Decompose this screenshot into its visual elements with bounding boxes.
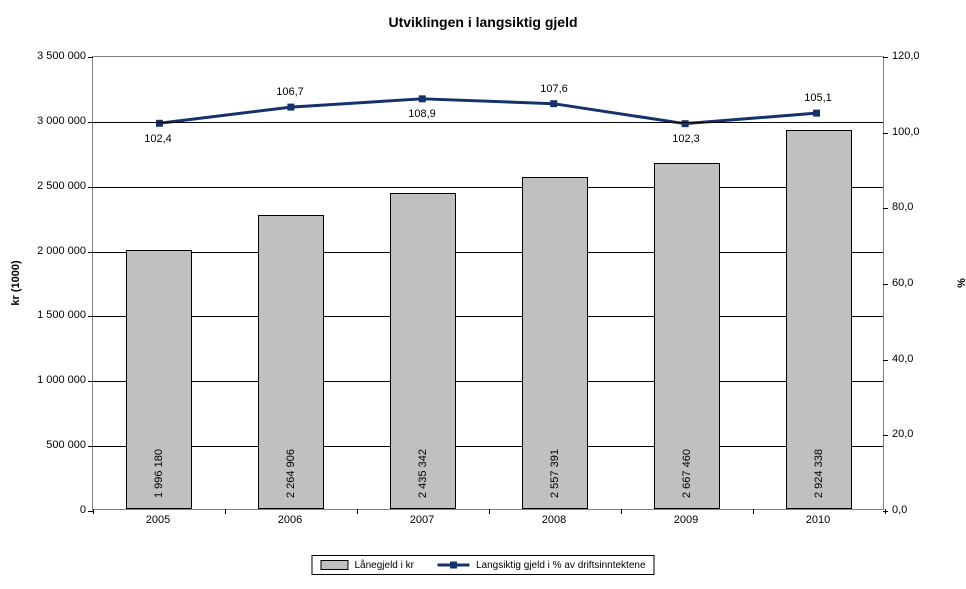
line-marker xyxy=(813,110,820,117)
y-left-tick xyxy=(88,57,93,58)
legend-label-line: Langsiktig gjeld i % av driftsinntektene xyxy=(476,560,646,571)
x-category-label: 2005 xyxy=(146,514,170,526)
x-category-label: 2010 xyxy=(806,514,830,526)
bar: 2 557 391 xyxy=(522,177,588,509)
y-right-tick xyxy=(883,435,888,436)
x-category-label: 2006 xyxy=(278,514,302,526)
bar: 1 996 180 xyxy=(126,250,192,509)
y-left-tick-label: 3 500 000 xyxy=(16,50,86,62)
y-right-tick-label: 40,0 xyxy=(892,353,932,365)
gridline xyxy=(93,446,883,447)
chart-title: Utviklingen i langsiktig gjeld xyxy=(0,14,966,30)
gridline xyxy=(93,316,883,317)
x-category-label: 2008 xyxy=(542,514,566,526)
y-right-tick-label: 100,0 xyxy=(892,126,932,138)
y-left-axis-title: kr (1000) xyxy=(10,260,22,305)
bar-value-label: 2 435 342 xyxy=(417,449,429,498)
chart-container: Utviklingen i langsiktig gjeld 1 996 180… xyxy=(0,0,966,589)
line-value-label: 102,3 xyxy=(672,133,700,145)
y-right-tick xyxy=(883,360,888,361)
y-left-tick-label: 1 000 000 xyxy=(16,374,86,386)
legend: Lånegjeld i kr Langsiktig gjeld i % av d… xyxy=(311,555,654,575)
line-value-label: 108,9 xyxy=(408,108,436,120)
legend-item-bars: Lånegjeld i kr xyxy=(320,560,413,571)
bar-value-label: 2 264 906 xyxy=(285,449,297,498)
x-tick xyxy=(885,509,886,514)
y-left-tick-label: 3 000 000 xyxy=(16,115,86,127)
x-tick xyxy=(93,509,94,514)
x-tick xyxy=(225,509,226,514)
line-value-label: 106,7 xyxy=(276,86,304,98)
y-left-tick-label: 2 000 000 xyxy=(16,245,86,257)
y-right-axis-title: % xyxy=(956,278,966,288)
x-tick xyxy=(621,509,622,514)
legend-swatch-line xyxy=(438,559,470,571)
legend-label-bars: Lånegjeld i kr xyxy=(354,560,413,571)
y-left-tick-label: 1 500 000 xyxy=(16,309,86,321)
bar: 2 264 906 xyxy=(258,215,324,509)
y-left-tick xyxy=(88,381,93,382)
gridline xyxy=(93,122,883,123)
bar: 2 667 460 xyxy=(654,163,720,509)
bar-value-label: 2 557 391 xyxy=(549,449,561,498)
gridline xyxy=(93,252,883,253)
y-left-tick xyxy=(88,122,93,123)
line-marker xyxy=(287,104,294,111)
line-value-label: 102,4 xyxy=(144,133,172,145)
legend-swatch-bar xyxy=(320,560,348,570)
x-tick xyxy=(489,509,490,514)
line-value-label: 105,1 xyxy=(804,92,832,104)
y-right-tick xyxy=(883,208,888,209)
x-tick xyxy=(753,509,754,514)
gridline xyxy=(93,187,883,188)
y-left-tick xyxy=(88,252,93,253)
x-category-label: 2007 xyxy=(410,514,434,526)
y-left-tick xyxy=(88,316,93,317)
y-left-tick-label: 0 xyxy=(16,504,86,516)
y-right-tick-label: 60,0 xyxy=(892,277,932,289)
line-series-svg xyxy=(93,57,883,509)
y-left-tick-label: 2 500 000 xyxy=(16,180,86,192)
bar-value-label: 2 667 460 xyxy=(681,449,693,498)
y-right-tick-label: 80,0 xyxy=(892,201,932,213)
x-category-label: 2009 xyxy=(674,514,698,526)
line-marker xyxy=(550,100,557,107)
line-marker xyxy=(156,120,163,127)
y-right-tick-label: 0,0 xyxy=(892,504,932,516)
y-right-tick-label: 20,0 xyxy=(892,428,932,440)
y-right-tick xyxy=(883,57,888,58)
line-value-label: 107,6 xyxy=(540,83,568,95)
y-right-tick-label: 120,0 xyxy=(892,50,932,62)
bar-value-label: 2 924 338 xyxy=(813,449,825,498)
line-marker xyxy=(419,95,426,102)
legend-item-line: Langsiktig gjeld i % av driftsinntektene xyxy=(438,559,646,571)
gridline xyxy=(93,381,883,382)
y-left-tick xyxy=(88,187,93,188)
x-tick xyxy=(357,509,358,514)
line-series xyxy=(159,99,816,124)
bar: 2 435 342 xyxy=(390,193,456,509)
plot-area: 1 996 180 2 264 906 2 435 342 2 557 391 2 66… xyxy=(92,56,884,510)
bar: 2 924 338 xyxy=(786,130,852,509)
y-left-tick-label: 500 000 xyxy=(16,439,86,451)
y-right-tick xyxy=(883,133,888,134)
y-right-tick xyxy=(883,284,888,285)
y-left-tick xyxy=(88,446,93,447)
bar-value-label: 1 996 180 xyxy=(153,449,165,498)
